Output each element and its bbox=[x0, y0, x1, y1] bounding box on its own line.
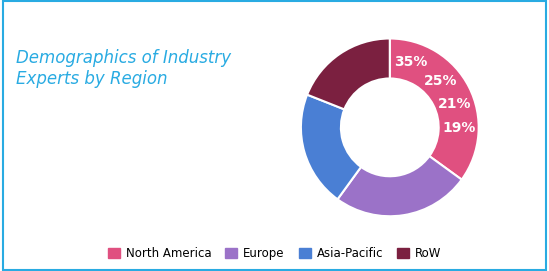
Wedge shape bbox=[338, 156, 462, 216]
Wedge shape bbox=[390, 38, 479, 180]
Text: Demographics of Industry
Experts by Region: Demographics of Industry Experts by Regi… bbox=[16, 49, 232, 88]
Text: 25%: 25% bbox=[424, 74, 457, 88]
Text: 21%: 21% bbox=[438, 97, 472, 111]
Text: 35%: 35% bbox=[394, 55, 427, 69]
Wedge shape bbox=[301, 95, 361, 199]
Text: 19%: 19% bbox=[442, 121, 475, 135]
Wedge shape bbox=[307, 38, 390, 109]
Legend: North America, Europe, Asia-Pacific, RoW: North America, Europe, Asia-Pacific, RoW bbox=[103, 243, 446, 265]
